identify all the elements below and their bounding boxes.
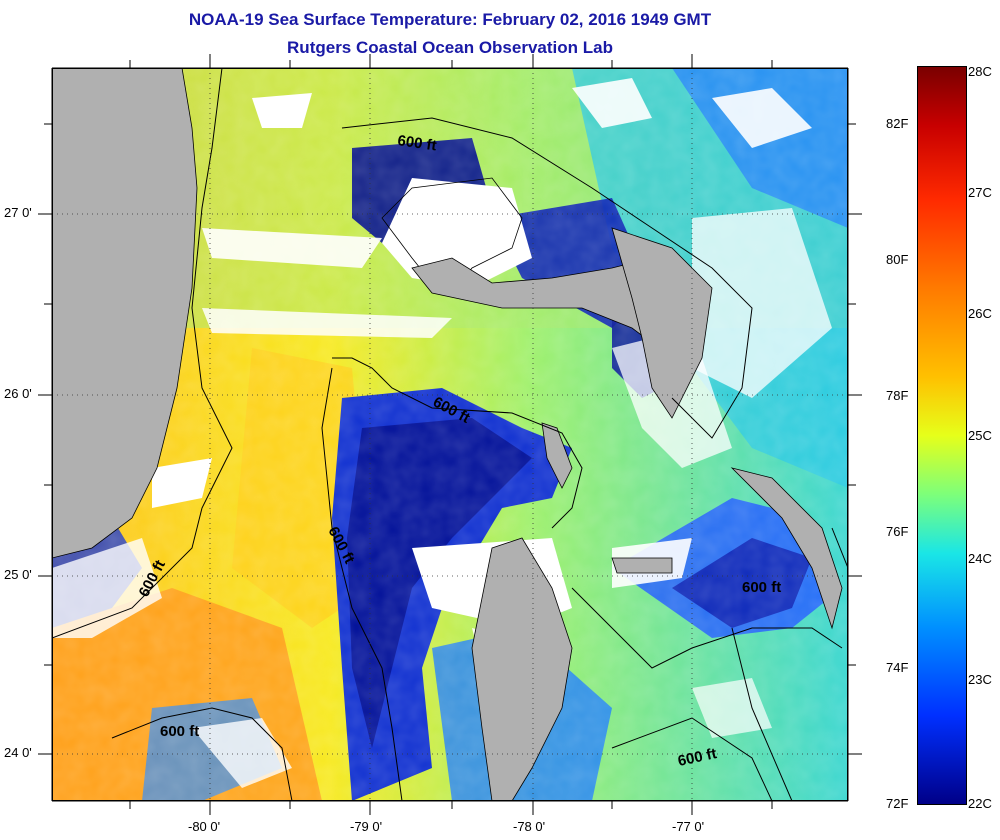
lat-label-24: 24 0' — [4, 745, 32, 760]
lat-label-27: 27 0' — [4, 205, 32, 220]
contour-label-north: 600 ft — [396, 132, 437, 154]
cbar-celsius-23: 23C — [968, 672, 992, 687]
sst-map: 600 ft 600 ft 600 ft 600 ft 600 ft 600 f… — [52, 68, 848, 801]
cbar-celsius-26: 26C — [968, 306, 992, 321]
cbar-celsius-24: 24C — [968, 551, 992, 566]
cbar-celsius-22: 22C — [968, 796, 992, 811]
lon-label-79: -79 0' — [350, 819, 383, 834]
lat-label-25: 25 0' — [4, 567, 32, 582]
cbar-fahrenheit-80: 80F — [886, 252, 909, 267]
contour-label-east: 600 ft — [742, 579, 781, 596]
lat-label-26: 26 0' — [4, 386, 32, 401]
map-title: NOAA-19 Sea Surface Temperature: Februar… — [188, 10, 712, 29]
lon-label-80: -80 0' — [188, 819, 221, 834]
cbar-celsius-27: 27C — [968, 185, 992, 200]
lon-label-78: -78 0' — [513, 819, 546, 834]
land-mass — [52, 68, 843, 801]
cbar-fahrenheit-76: 76F — [886, 524, 909, 539]
isobath-contours — [52, 68, 848, 801]
cbar-celsius-25: 25C — [968, 428, 992, 443]
contour-label-sw: 600 ft — [160, 723, 199, 740]
cbar-fahrenheit-78: 78F — [886, 388, 909, 403]
cbar-celsius-28: 28C — [968, 64, 992, 79]
cbar-fahrenheit-74: 74F — [886, 660, 909, 675]
map-subtitle: Rutgers Coastal Ocean Observation Lab — [287, 38, 613, 57]
color-scale-bar — [917, 66, 967, 805]
graticule — [52, 68, 848, 801]
cbar-fahrenheit-82: 82F — [886, 116, 909, 131]
lon-label-77: -77 0' — [672, 819, 705, 834]
cbar-fahrenheit-72: 72F — [886, 796, 909, 811]
